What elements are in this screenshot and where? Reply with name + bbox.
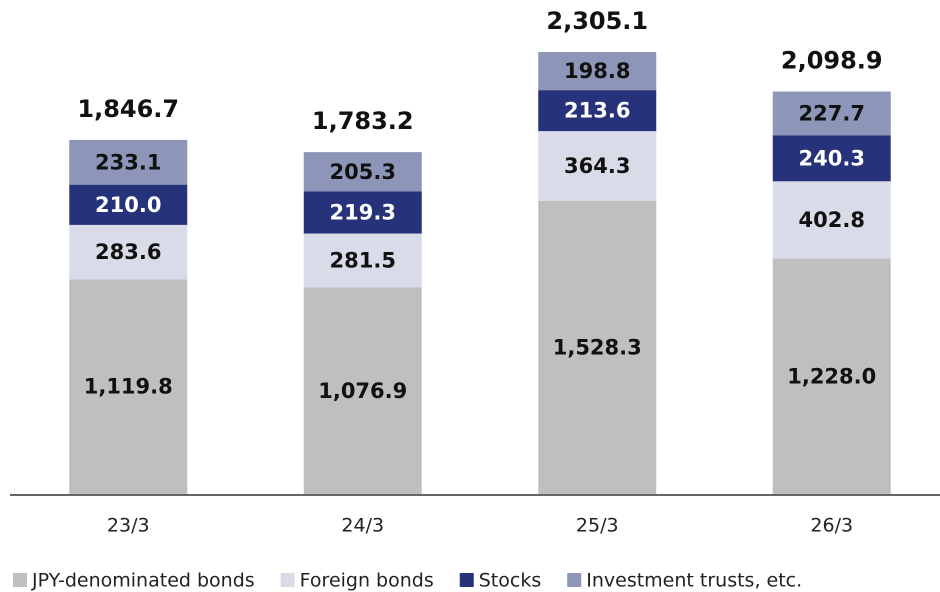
segment-label: 213.6 xyxy=(564,99,630,123)
segment-label: 205.3 xyxy=(330,160,396,184)
segment-label: 210.0 xyxy=(95,193,161,217)
legend-label: JPY-denominated bonds xyxy=(31,570,255,592)
bar-segment xyxy=(303,287,422,494)
bar-segment xyxy=(69,224,188,280)
legend-swatch xyxy=(13,573,27,587)
segment-label: 1,076.9 xyxy=(318,379,407,403)
segment-label: 1,119.8 xyxy=(84,375,173,399)
segment-label: 402.8 xyxy=(799,208,865,232)
bar-segment xyxy=(772,258,891,494)
legend-label: Stocks xyxy=(479,570,541,592)
segment-label: 281.5 xyxy=(330,249,396,273)
total-label: 2,098.9 xyxy=(781,47,883,75)
segment-label: 240.3 xyxy=(799,146,865,170)
segment-label: 233.1 xyxy=(95,150,161,174)
bar-segment xyxy=(538,200,657,494)
segment-label: 219.3 xyxy=(330,201,396,225)
bar-segment xyxy=(303,191,422,234)
legend-swatch xyxy=(280,573,295,587)
bar-segment xyxy=(69,184,188,225)
legend-label: Investment trusts, etc. xyxy=(586,570,802,592)
legend-swatch xyxy=(567,573,582,587)
segment-label: 1,528.3 xyxy=(553,335,642,359)
x-tick-label: 26/3 xyxy=(810,515,853,537)
bar-segment xyxy=(772,91,891,136)
segment-label: 364.3 xyxy=(564,154,630,178)
bar-segment xyxy=(538,52,657,91)
legend-label: Foreign bonds xyxy=(300,570,434,592)
x-tick-label: 23/3 xyxy=(107,515,150,537)
bar-segment xyxy=(538,90,657,132)
segment-label: 283.6 xyxy=(95,240,161,264)
bar-segment xyxy=(303,233,422,288)
segment-label: 198.8 xyxy=(564,59,630,83)
total-label: 1,783.2 xyxy=(312,107,414,135)
bar-segment xyxy=(538,131,657,201)
bar-segment xyxy=(69,139,188,185)
segment-label: 1,228.0 xyxy=(787,364,876,388)
bar-segment xyxy=(772,135,891,182)
legend-swatch xyxy=(459,573,474,587)
x-tick-label: 24/3 xyxy=(341,515,384,537)
total-label: 2,305.1 xyxy=(546,7,648,35)
x-tick-label: 25/3 xyxy=(576,515,619,537)
bar-segment xyxy=(69,279,188,494)
total-label: 1,846.7 xyxy=(77,95,179,123)
bar-segment xyxy=(303,152,422,192)
segment-label: 227.7 xyxy=(799,101,865,125)
bar-segment xyxy=(772,181,891,259)
